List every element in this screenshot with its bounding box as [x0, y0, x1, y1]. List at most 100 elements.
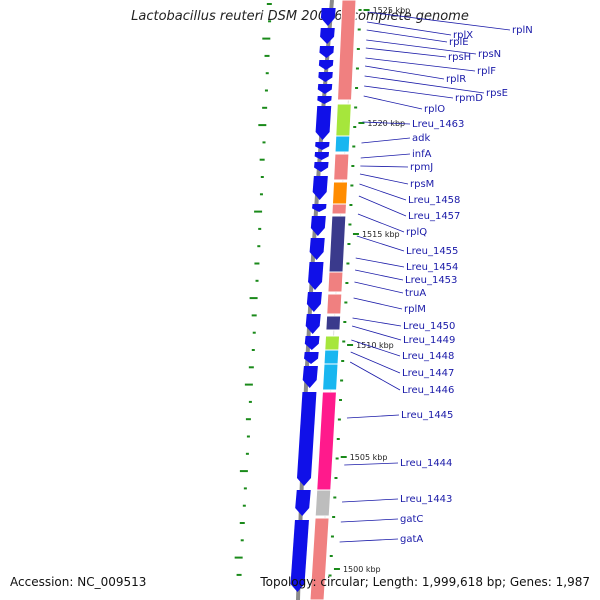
gene-label-leader — [359, 183, 407, 201]
scale-tick-label: 1500 kbp — [343, 565, 381, 574]
gene-label: rpmJ — [410, 162, 433, 173]
gene-label-leader — [362, 121, 411, 125]
cog-segment — [327, 271, 344, 293]
scale-tick-label: 1510 kbp — [356, 341, 394, 350]
gene-label: rplE — [449, 37, 469, 48]
gene-label: rpsN — [478, 49, 501, 60]
gene-label-leader — [355, 257, 405, 268]
gene-arrow-track — [290, 8, 336, 592]
gene-label: Lreu_1458 — [408, 195, 460, 206]
gene-label-leader — [339, 538, 399, 543]
gene-label-leader — [364, 85, 454, 99]
scale-tick-layer: 1525 kbp 1520 kbp 1515 kbp 1510 kbp 1505 kbp… — [333, 6, 410, 574]
gene-label: Lreu_1449 — [403, 335, 455, 346]
gene-label-leader — [359, 173, 409, 185]
gene-label-leader — [358, 195, 407, 217]
gene-label: infA — [412, 149, 432, 160]
gene-label-leader — [366, 39, 477, 55]
gene-label-leader — [365, 65, 445, 80]
gene-label-leader — [354, 281, 404, 294]
cog-segment — [335, 103, 352, 137]
gene-label: Lreu_1463 — [412, 119, 464, 130]
gene-label: rpsE — [486, 88, 508, 99]
gene-label-leader — [351, 325, 402, 341]
gene-arrow — [305, 314, 321, 334]
cog-segment — [331, 203, 347, 215]
gene-arrow — [320, 8, 336, 26]
gene-label-leader — [351, 339, 401, 357]
gene-label: rplO — [424, 104, 445, 115]
cog-segment — [314, 489, 332, 517]
gene-label-leader — [355, 269, 404, 281]
gene-label: rpsM — [410, 179, 434, 190]
gene-label-leader — [360, 153, 411, 159]
gene-label: Lreu_1453 — [405, 275, 457, 286]
gene-arrow — [310, 216, 326, 236]
gene-label: rplM — [404, 304, 426, 315]
gene-arrow — [304, 352, 319, 364]
gene-label-leader — [342, 498, 399, 503]
cog-segment — [336, 0, 357, 101]
gene-label-leader — [350, 351, 401, 374]
gene-arrow — [314, 162, 329, 172]
gene-label: Lreu_1455 — [406, 246, 458, 257]
gene-arrow — [318, 60, 334, 70]
gene-label: gatA — [400, 534, 423, 545]
gene-label-leader — [360, 165, 409, 168]
gene-label-leader — [363, 95, 423, 110]
gene-label-leader — [340, 518, 399, 523]
topology-summary: Topology: circular; Length: 1,999,618 bp… — [260, 575, 590, 589]
gene-label: rplN — [512, 25, 533, 36]
cog-segment — [334, 135, 351, 153]
gene-arrow — [295, 490, 311, 516]
gene-arrow — [309, 238, 325, 260]
cog-segment — [323, 349, 340, 365]
gene-label-leader — [367, 11, 511, 31]
cog-segment — [333, 153, 350, 181]
gene-label: Lreu_1448 — [402, 351, 454, 362]
gene-label: Lreu_1444 — [400, 458, 452, 469]
gene-label: Lreu_1445 — [401, 410, 453, 421]
gene-arrow — [315, 142, 330, 150]
gene-arrow — [318, 72, 333, 82]
gene-label: Lreu_1450 — [403, 321, 455, 332]
gene-label: Lreu_1447 — [402, 368, 454, 379]
cog-segment — [326, 293, 343, 315]
gene-label: adk — [412, 133, 430, 144]
gene-label: rplF — [477, 66, 496, 77]
scale-tick-label: 1505 kbp — [350, 453, 388, 462]
gene-label-leader — [365, 47, 447, 58]
gene-arrow — [306, 292, 322, 312]
gene-arrow — [320, 28, 335, 44]
gene-arrow — [308, 262, 324, 290]
gene-label-leader — [364, 75, 485, 94]
gene-label-leader — [366, 21, 452, 36]
gene-arrow — [304, 336, 320, 350]
scale-tick-label: 1515 kbp — [362, 230, 400, 239]
gene-label: Lreu_1443 — [400, 494, 452, 505]
gene-label: rplX — [453, 30, 473, 41]
gene-arrow — [290, 520, 309, 592]
gene-label: rpsH — [448, 52, 471, 63]
cog-segment — [324, 335, 341, 351]
gene-arrow — [314, 152, 330, 160]
gene-label: truA — [405, 288, 426, 299]
gene-arrow — [317, 96, 332, 104]
gene-label-leader — [357, 213, 405, 233]
gene-label: Lreu_1446 — [402, 385, 454, 396]
gene-arrow — [315, 106, 332, 140]
gene-arrow — [317, 84, 333, 94]
gene-label: Lreu_1457 — [408, 211, 460, 222]
gene-arrow — [319, 46, 334, 58]
accession-text: Accession: NC_009513 — [10, 575, 147, 589]
cog-segment — [331, 181, 349, 205]
gene-label: rplQ — [406, 227, 427, 238]
gene-label: Lreu_1454 — [406, 262, 458, 273]
gene-label-leader — [366, 29, 448, 43]
cog-segment — [328, 215, 347, 273]
cog-color-track — [309, 0, 357, 600]
gene-label-leader — [349, 361, 401, 391]
gene-label: rplR — [446, 74, 466, 85]
